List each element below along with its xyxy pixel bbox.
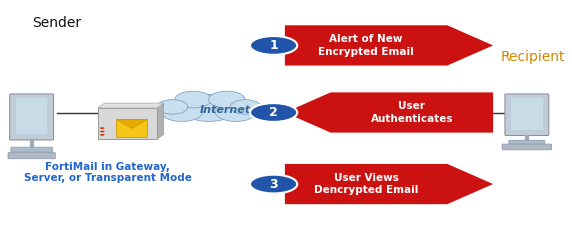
Polygon shape: [157, 103, 164, 139]
Circle shape: [100, 134, 105, 136]
Circle shape: [100, 130, 105, 132]
Text: Recipient: Recipient: [500, 50, 565, 64]
FancyBboxPatch shape: [511, 98, 543, 130]
Text: User
Authenticates: User Authenticates: [371, 101, 453, 124]
Ellipse shape: [157, 100, 188, 114]
FancyBboxPatch shape: [98, 108, 157, 139]
Circle shape: [250, 36, 297, 55]
Circle shape: [100, 127, 105, 129]
Polygon shape: [116, 119, 147, 128]
FancyBboxPatch shape: [8, 153, 55, 159]
FancyBboxPatch shape: [10, 94, 54, 140]
Text: 2: 2: [269, 106, 278, 119]
Text: 1: 1: [269, 39, 278, 52]
Circle shape: [250, 103, 297, 122]
Polygon shape: [285, 25, 493, 65]
Ellipse shape: [230, 100, 261, 114]
Circle shape: [250, 175, 297, 194]
Text: User Views
Dencrypted Email: User Views Dencrypted Email: [314, 173, 418, 195]
Polygon shape: [285, 92, 493, 133]
Text: FortiMail in Gateway,
Server, or Transparent Mode: FortiMail in Gateway, Server, or Transpa…: [23, 162, 192, 183]
Text: 3: 3: [269, 178, 278, 191]
FancyBboxPatch shape: [16, 98, 47, 134]
Text: Internet: Internet: [200, 105, 251, 115]
Ellipse shape: [181, 94, 237, 122]
FancyBboxPatch shape: [116, 119, 147, 137]
FancyBboxPatch shape: [505, 94, 549, 135]
Text: Sender: Sender: [31, 16, 81, 30]
FancyBboxPatch shape: [11, 147, 53, 152]
FancyBboxPatch shape: [509, 140, 545, 144]
Text: Alert of New
Encrypted Email: Alert of New Encrypted Email: [318, 34, 414, 57]
Ellipse shape: [161, 101, 203, 122]
Ellipse shape: [215, 101, 257, 122]
Polygon shape: [98, 103, 164, 108]
Ellipse shape: [209, 91, 245, 108]
Polygon shape: [285, 164, 493, 204]
Ellipse shape: [175, 91, 212, 108]
FancyBboxPatch shape: [502, 144, 551, 150]
